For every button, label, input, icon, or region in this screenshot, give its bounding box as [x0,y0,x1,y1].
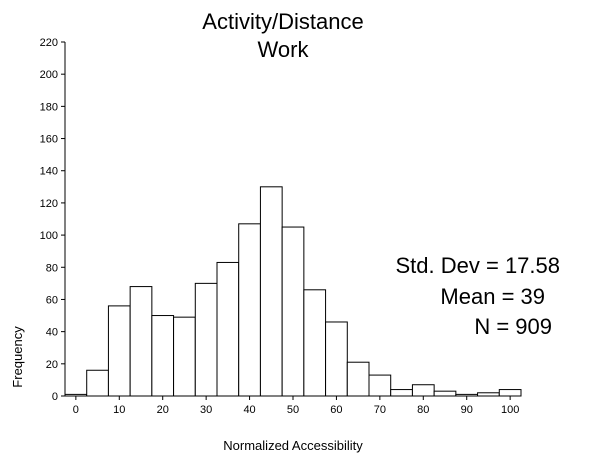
x-tick-label-20: 20 [157,404,169,416]
mean-stat: Mean = 39 [440,284,545,309]
x-tick-label-100: 100 [501,404,519,416]
histogram-bar-80 [411,384,435,397]
histogram-bar-45 [259,186,283,397]
x-tick-label-60: 60 [330,404,342,416]
x-tick-label-40: 40 [243,404,255,416]
histogram-bar-60 [325,321,348,397]
y-axis-label: Frequency [10,326,25,388]
x-tick-label-30: 30 [200,404,212,416]
x-tick-label-0: 0 [73,404,79,416]
y-axis: 0 20 40 60 80 100 120 140 160 180 200 220 [40,37,66,403]
histogram-bar-85 [433,390,457,397]
x-axis-label: Normalized Accessibility [223,438,363,453]
histogram-bar-55 [303,289,327,397]
y-tick-label-40: 40 [46,327,58,339]
n-stat: N = 909 [474,314,552,339]
histogram-bar-70 [368,374,392,397]
histogram-bar-25 [173,316,196,397]
histogram-bar-5 [86,369,109,397]
histogram-bar-100 [498,389,522,397]
histogram-bar-30 [194,282,218,397]
bars-group [64,186,522,397]
histogram-bar-65 [346,361,370,397]
y-tick-label-220: 220 [40,37,58,49]
histogram-bar-50 [281,226,305,397]
y-tick-label-80: 80 [46,262,58,274]
x-tick-label-90: 90 [461,404,473,416]
y-tick-label-0: 0 [52,391,58,403]
x-axis: 0 10 20 30 40 50 60 70 80 90 100 [65,395,521,416]
histogram-bar-40 [238,223,261,397]
histogram-bar-10 [107,305,131,397]
y-tick-label-140: 140 [40,166,58,178]
y-tick-label-180: 180 [40,101,58,113]
y-tick-label-60: 60 [46,294,58,306]
histogram-bar-35 [216,261,240,397]
histogram-bar-15 [129,286,153,397]
histogram-bar-75 [390,389,413,397]
y-tick-label-120: 120 [40,198,58,210]
x-tick-label-80: 80 [417,404,429,416]
x-tick-label-70: 70 [374,404,386,416]
chart-title-line-2: Work [258,37,310,62]
x-tick-label-50: 50 [287,404,299,416]
y-tick-label-20: 20 [46,359,58,371]
chart-title-line-1: Activity/Distance [202,9,363,34]
y-tick-label-200: 200 [40,69,58,81]
histogram-bar-20 [151,315,175,397]
y-tick-label-100: 100 [40,230,58,242]
x-tick-label-10: 10 [113,404,125,416]
std-dev-stat: Std. Dev = 17.58 [396,253,561,278]
y-tick-label-160: 160 [40,134,58,146]
